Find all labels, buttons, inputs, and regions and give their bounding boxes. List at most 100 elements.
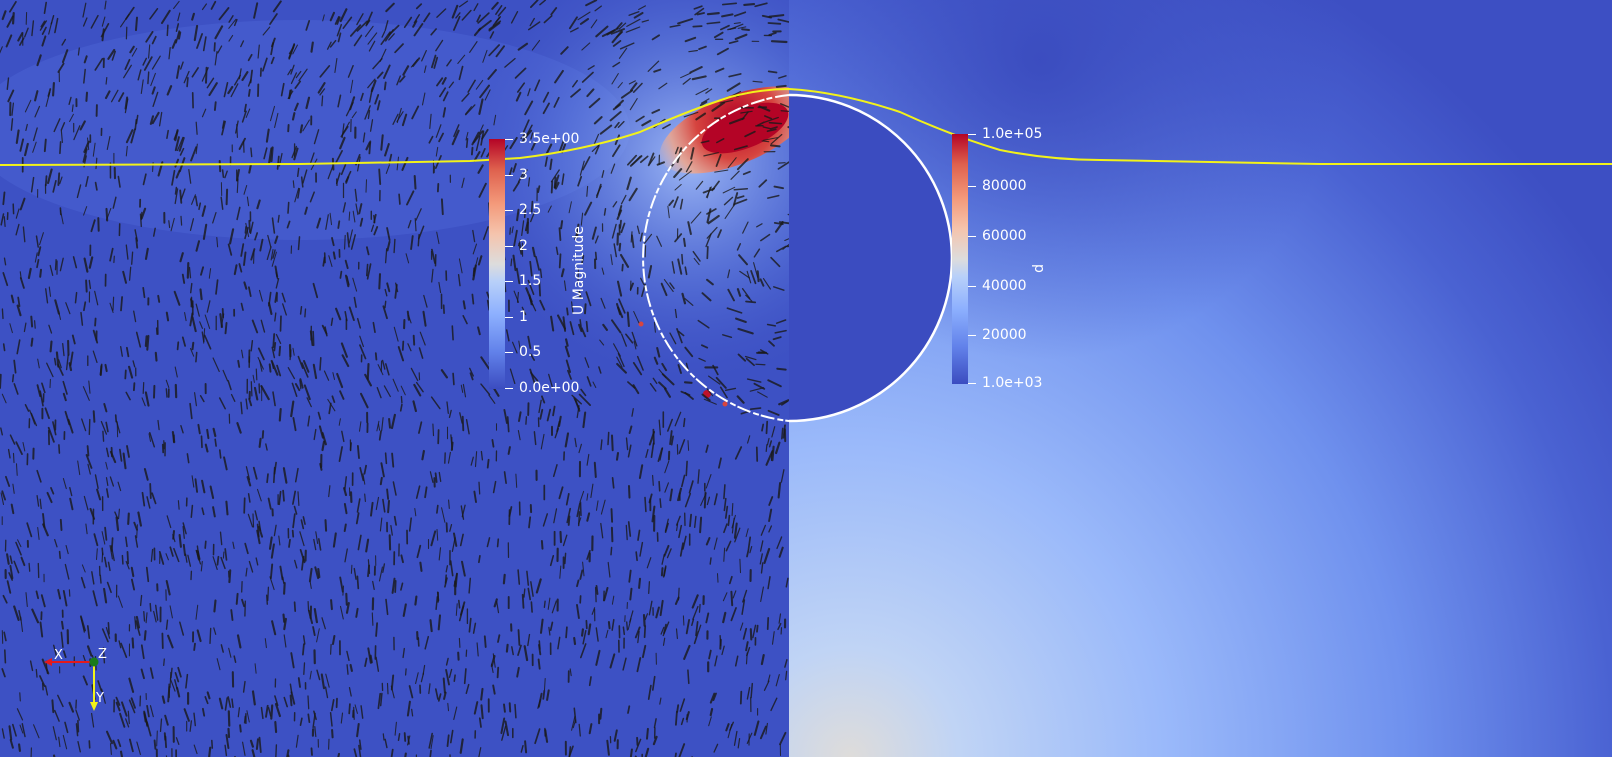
velocity-glyph xyxy=(506,416,510,433)
velocity-glyph xyxy=(183,70,190,84)
legend-tick xyxy=(505,175,513,176)
velocity-glyph xyxy=(83,140,90,153)
velocity-glyph xyxy=(174,136,180,152)
velocity-glyph xyxy=(260,319,266,333)
velocity-glyph xyxy=(39,621,44,638)
velocity-glyph xyxy=(777,18,789,23)
velocity-glyph xyxy=(722,611,727,624)
velocity-glyph xyxy=(47,426,55,443)
velocity-glyph xyxy=(201,205,207,217)
velocity-glyph xyxy=(71,334,76,345)
velocity-glyph xyxy=(282,467,288,484)
velocity-glyph xyxy=(243,103,247,113)
velocity-glyph xyxy=(41,658,50,675)
velocity-glyph xyxy=(530,200,534,213)
velocity-glyph xyxy=(39,20,47,31)
velocity-glyph xyxy=(299,305,303,315)
velocity-glyph xyxy=(580,212,584,226)
velocity-glyph xyxy=(106,581,112,594)
velocity-glyph xyxy=(267,586,270,602)
velocity-glyph xyxy=(676,704,680,713)
velocity-glyph xyxy=(5,475,11,487)
velocity-glyph xyxy=(765,722,768,735)
velocity-glyph xyxy=(760,586,764,602)
velocity-glyph xyxy=(190,146,198,162)
velocity-glyph xyxy=(587,65,595,70)
velocity-glyph xyxy=(635,738,642,753)
velocity-glyph xyxy=(97,680,103,692)
velocity-glyph xyxy=(2,594,8,604)
velocity-glyph xyxy=(92,329,99,344)
velocity-glyph xyxy=(381,417,384,432)
velocity-glyph xyxy=(767,379,782,388)
velocity-glyph xyxy=(523,645,529,662)
velocity-glyph xyxy=(674,308,678,319)
velocity-glyph xyxy=(461,177,465,189)
velocity-glyph xyxy=(599,339,605,346)
velocity-glyph xyxy=(538,280,541,297)
velocity-glyph xyxy=(31,20,35,37)
velocity-glyph xyxy=(392,113,399,125)
velocity-glyph xyxy=(438,281,442,294)
velocity-glyph xyxy=(96,488,102,501)
velocity-glyph xyxy=(373,214,376,224)
velocity-glyph xyxy=(620,222,626,234)
velocity-glyph xyxy=(671,261,676,274)
velocity-glyph xyxy=(180,61,184,70)
velocity-glyph xyxy=(437,614,442,631)
u-tick-label: 1 xyxy=(519,309,528,325)
velocity-glyph xyxy=(61,38,67,46)
velocity-glyph xyxy=(750,270,757,285)
velocity-glyph xyxy=(777,622,782,631)
velocity-glyph xyxy=(171,431,176,444)
velocity-glyph xyxy=(594,251,598,261)
velocity-glyph xyxy=(708,716,712,727)
velocity-glyph xyxy=(393,238,396,254)
velocity-glyph xyxy=(286,220,291,229)
velocity-glyph xyxy=(552,405,556,417)
velocity-glyph xyxy=(382,305,388,320)
velocity-glyph xyxy=(85,91,89,102)
velocity-glyph xyxy=(258,736,262,753)
velocity-glyph xyxy=(763,547,771,564)
u-magnitude-legend-title: U Magnitude xyxy=(571,226,587,315)
velocity-glyph xyxy=(220,313,225,328)
velocity-glyph xyxy=(82,17,88,27)
velocity-glyph xyxy=(25,592,28,608)
velocity-glyph xyxy=(776,245,787,253)
velocity-glyph xyxy=(497,6,507,17)
velocity-glyph xyxy=(19,692,21,702)
velocity-glyph xyxy=(299,378,304,389)
velocity-glyph xyxy=(329,212,333,226)
velocity-glyph xyxy=(352,277,358,292)
velocity-glyph xyxy=(514,67,527,79)
velocity-glyph xyxy=(154,351,158,362)
velocity-glyph xyxy=(324,686,329,699)
velocity-glyph xyxy=(272,0,282,13)
velocity-glyph xyxy=(204,314,211,329)
velocity-glyph xyxy=(396,156,400,171)
pressure-field xyxy=(789,0,1612,757)
velocity-glyph xyxy=(736,395,745,404)
velocity-glyph xyxy=(531,39,541,51)
velocity-glyph xyxy=(705,233,712,248)
velocity-glyph xyxy=(331,634,336,646)
velocity-glyph xyxy=(378,566,383,582)
velocity-glyph xyxy=(727,723,733,739)
velocity-glyph xyxy=(393,515,397,526)
velocity-glyph xyxy=(488,394,496,404)
velocity-glyph xyxy=(82,675,88,686)
velocity-glyph xyxy=(769,144,781,148)
velocity-glyph xyxy=(667,205,670,219)
velocity-glyph xyxy=(728,40,739,45)
velocity-glyph xyxy=(385,2,395,13)
velocity-glyph xyxy=(757,121,765,127)
velocity-glyph xyxy=(323,370,330,381)
velocity-glyph xyxy=(513,229,518,247)
velocity-glyph xyxy=(62,650,67,659)
velocity-glyph xyxy=(182,525,185,539)
velocity-glyph xyxy=(245,222,250,238)
velocity-glyph xyxy=(328,402,332,415)
